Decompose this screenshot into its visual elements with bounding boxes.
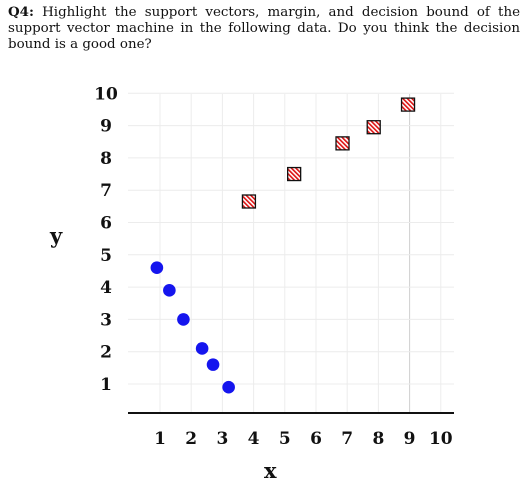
data-point-circle xyxy=(195,342,209,355)
x-tick-label: 7 xyxy=(341,429,353,449)
x-tick-label: 10 xyxy=(429,429,453,449)
x-tick-label: 5 xyxy=(279,429,291,449)
data-point-hatched-square xyxy=(400,97,416,112)
hatched-square-marker xyxy=(335,136,350,151)
y-tick-label: 2 xyxy=(100,343,112,363)
y-tick-label: 5 xyxy=(100,246,112,266)
hatched-square-marker xyxy=(400,97,416,112)
x-tick-label: 2 xyxy=(185,429,197,449)
x-tick-label: 3 xyxy=(216,429,228,449)
x-axis-label: x xyxy=(264,458,277,483)
data-point-hatched-square xyxy=(241,194,257,209)
data-point-circle xyxy=(163,284,176,297)
data-point-circle xyxy=(177,313,190,326)
hatched-square-marker xyxy=(241,194,257,209)
data-point-hatched-square xyxy=(335,136,350,151)
x-tick-label: 9 xyxy=(404,429,416,449)
x-tick-label: 4 xyxy=(248,429,260,449)
data-point-circle xyxy=(222,380,235,394)
x-tick-label: 8 xyxy=(372,429,384,449)
data-points xyxy=(150,97,416,394)
data-point-circle xyxy=(150,261,164,275)
x-tick-label: 1 xyxy=(154,429,166,449)
y-axis-label: y xyxy=(49,223,63,248)
x-tick-label: 6 xyxy=(310,429,322,449)
y-tick-label: 4 xyxy=(100,278,112,298)
y-tick-label: 8 xyxy=(100,149,112,169)
data-point-circle xyxy=(206,358,220,371)
hatched-square-marker xyxy=(287,166,302,182)
y-tick-label: 9 xyxy=(100,117,112,137)
data-point-hatched-square xyxy=(366,120,381,135)
data-point-hatched-square xyxy=(287,166,302,182)
y-tick-label: 6 xyxy=(100,214,112,234)
question-text: Q4: Highlight the support vectors, margi… xyxy=(8,4,520,53)
grid xyxy=(128,92,454,413)
y-tick-label: 3 xyxy=(100,310,112,330)
question-body: Highlight the support vectors, margin, a… xyxy=(8,5,520,52)
y-tick-label: 10 xyxy=(94,84,118,104)
y-tick-label: 7 xyxy=(100,181,112,201)
hatched-square-marker xyxy=(366,120,381,135)
y-tick-label: 1 xyxy=(100,375,112,395)
question-label: Q4: xyxy=(8,4,34,20)
